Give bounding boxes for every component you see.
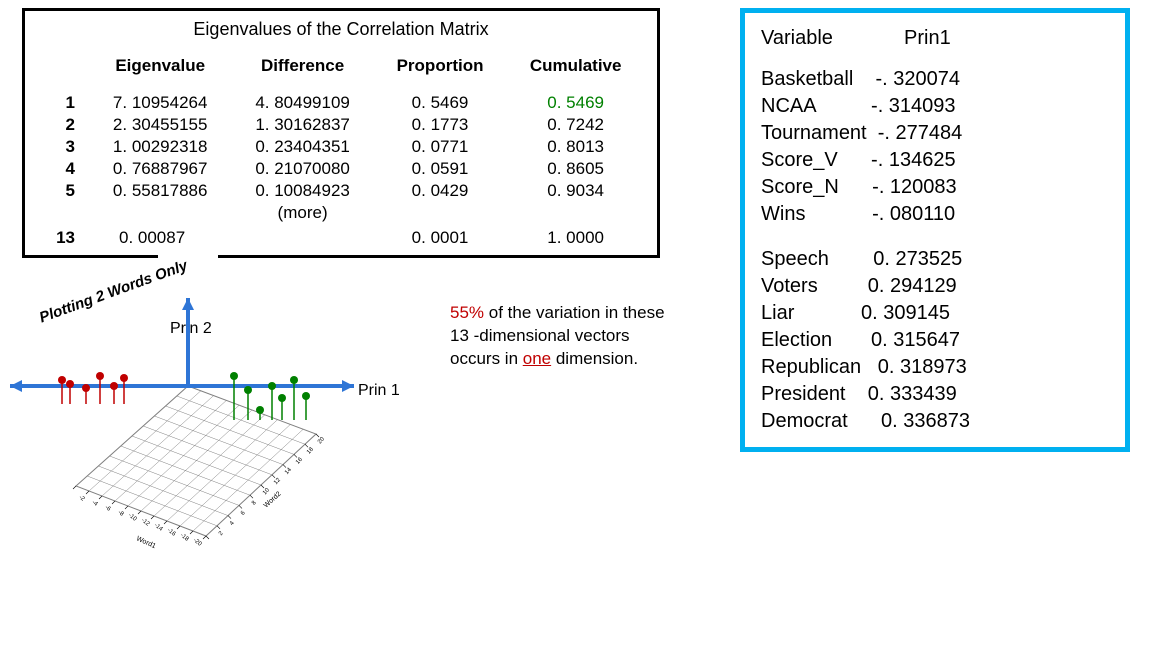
table-row: 31. 002923180. 234043510. 07710. 8013 — [37, 136, 645, 158]
annot-percent: 55% — [450, 303, 484, 322]
svg-text:Word1: Word1 — [135, 535, 157, 550]
table-row: 130. 000870. 00011. 0000 — [37, 227, 645, 249]
loading-row: Democrat 0. 336873 — [761, 408, 1109, 435]
svg-text:2: 2 — [218, 530, 225, 537]
annot-underline-one: one — [523, 349, 551, 368]
svg-text:-6: -6 — [104, 505, 112, 513]
table-row: 40. 768879670. 210700800. 05910. 8605 — [37, 158, 645, 180]
svg-text:-16: -16 — [166, 528, 177, 538]
loading-row: Liar 0. 309145 — [761, 300, 1109, 327]
svg-text:-12: -12 — [140, 518, 151, 528]
loading-row: Score_V -. 134625 — [761, 147, 1109, 174]
header-variable: Variable — [761, 27, 833, 49]
svg-text:-2: -2 — [78, 495, 86, 503]
svg-text:14: 14 — [284, 466, 293, 475]
svg-text:-10: -10 — [127, 513, 138, 523]
table-row: 22. 304551551. 301628370. 17730. 7242 — [37, 114, 645, 136]
annot-end: dimension. — [551, 349, 638, 368]
loading-row: Tournament -. 277484 — [761, 120, 1109, 147]
svg-text:-8: -8 — [117, 510, 125, 518]
variable-header: Variable Prin1 — [761, 25, 1109, 52]
loading-row: Score_N -. 120083 — [761, 174, 1109, 201]
loading-row: Republican 0. 318973 — [761, 354, 1109, 381]
table-row: 17. 109542644. 804991090. 54690. 5469 — [37, 92, 645, 114]
svg-text:-4: -4 — [91, 500, 99, 508]
svg-text:-20: -20 — [192, 538, 203, 548]
variance-annotation: 55% of the variation in these 13 -dimens… — [450, 302, 680, 371]
overlap-mask — [158, 244, 218, 262]
svg-text:20: 20 — [317, 436, 326, 445]
svg-text:10: 10 — [262, 487, 271, 496]
svg-text:18: 18 — [306, 446, 315, 455]
loading-row: Wins -. 080110 — [761, 201, 1109, 228]
table-row-more: (more) — [37, 202, 645, 227]
eigenvalues-panel: Eigenvalues of the Correlation Matrix Ei… — [22, 8, 660, 258]
svg-text:8: 8 — [251, 500, 258, 507]
loadings-group-positive: Speech 0. 273525Voters 0. 294129Liar 0. … — [761, 246, 1109, 435]
header-prin1: Prin1 — [904, 27, 951, 49]
loading-row: Basketball -. 320074 — [761, 66, 1109, 93]
col-difference: Difference — [231, 52, 373, 92]
loading-row: President 0. 333439 — [761, 381, 1109, 408]
table-row: 50. 558178860. 100849230. 04290. 9034 — [37, 180, 645, 202]
eigenvalues-table: Eigenvalue Difference Proportion Cumulat… — [37, 52, 645, 249]
col-proportion: Proportion — [374, 52, 507, 92]
svg-text:6: 6 — [240, 510, 247, 517]
eigenvalues-title: Eigenvalues of the Correlation Matrix — [37, 19, 645, 40]
loadings-group-negative: Basketball -. 320074NCAA -. 314093Tourna… — [761, 66, 1109, 228]
loading-row: Voters 0. 294129 — [761, 273, 1109, 300]
svg-text:16: 16 — [295, 456, 304, 465]
col-cumulative: Cumulative — [506, 52, 645, 92]
loading-row: Speech 0. 273525 — [761, 246, 1109, 273]
col-eigenvalue: Eigenvalue — [89, 52, 231, 92]
loading-row: NCAA -. 314093 — [761, 93, 1109, 120]
svg-text:4: 4 — [229, 520, 236, 527]
svg-text:-18: -18 — [179, 533, 190, 543]
loading-row: Election 0. 315647 — [761, 327, 1109, 354]
variable-loadings-panel: Variable Prin1 Basketball -. 320074NCAA … — [740, 8, 1130, 452]
svg-text:12: 12 — [273, 477, 282, 486]
svg-text:-14: -14 — [153, 523, 164, 533]
scatter-diagram: -2 -4 -6 -8-10-12-14-16-18-20 2468 1012141618… — [6, 268, 366, 568]
